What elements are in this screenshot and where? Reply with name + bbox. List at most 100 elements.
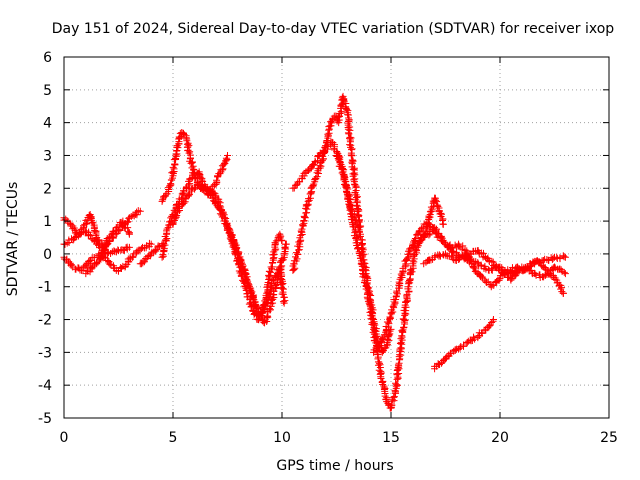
data-marker: [248, 292, 256, 300]
data-marker: [413, 247, 421, 255]
data-marker: [351, 189, 359, 197]
data-marker: [167, 180, 175, 188]
data-marker: [163, 225, 171, 233]
data-marker: [392, 379, 400, 387]
data-marker: [340, 176, 348, 184]
data-marker: [93, 259, 101, 267]
data-marker: [123, 245, 131, 253]
data-marker: [356, 232, 364, 240]
data-marker: [91, 226, 99, 234]
data-marker: [489, 317, 497, 325]
plot-frame: [63, 56, 610, 419]
data-marker: [124, 218, 132, 226]
data-marker: [216, 170, 224, 178]
data-marker: [297, 231, 305, 239]
data-marker: [393, 381, 401, 389]
data-marker: [302, 201, 310, 209]
data-marker: [341, 175, 349, 183]
data-marker: [488, 318, 496, 326]
data-marker: [281, 244, 289, 252]
data-marker: [345, 130, 353, 138]
y-tick-label: 1: [43, 214, 52, 230]
data-marker: [425, 231, 433, 239]
data-marker: [560, 253, 568, 261]
data-marker: [215, 195, 223, 203]
data-marker: [382, 396, 390, 404]
data-marker: [447, 244, 455, 252]
data-marker: [179, 129, 187, 137]
data-marker: [350, 223, 358, 231]
data-marker: [174, 208, 182, 216]
data-marker: [439, 238, 447, 246]
data-marker: [245, 281, 253, 289]
data-marker: [374, 342, 382, 350]
data-marker: [484, 254, 492, 262]
data-marker: [87, 231, 95, 239]
data-marker: [343, 106, 351, 114]
data-marker: [507, 275, 515, 283]
data-marker: [381, 392, 389, 400]
y-tick-label: -1: [38, 280, 52, 296]
data-marker: [361, 278, 369, 286]
data-marker: [268, 265, 276, 273]
data-marker: [379, 335, 387, 343]
data-marker: [366, 302, 374, 310]
data-marker: [348, 145, 356, 153]
data-marker: [223, 155, 231, 163]
data-marker: [296, 243, 304, 251]
x-tick-label: 10: [273, 430, 291, 446]
data-marker: [405, 276, 413, 284]
data-marker: [425, 212, 433, 220]
data-marker: [233, 244, 241, 252]
data-marker: [104, 239, 112, 247]
data-marker: [145, 239, 153, 247]
y-tick-label: -2: [38, 313, 52, 329]
data-marker: [244, 278, 252, 286]
data-marker: [495, 276, 503, 284]
data-marker: [213, 176, 221, 184]
data-marker: [279, 298, 287, 306]
data-marker: [310, 180, 318, 188]
data-marker: [390, 393, 398, 401]
data-marker: [198, 176, 206, 184]
data-marker: [354, 245, 362, 253]
y-tick-label: -5: [38, 411, 52, 427]
data-marker: [395, 278, 403, 286]
data-marker: [452, 248, 460, 256]
data-marker: [236, 255, 244, 263]
data-marker: [272, 237, 280, 245]
data-marker: [367, 315, 375, 323]
data-marker: [264, 294, 272, 302]
data-marker: [186, 148, 194, 156]
data-marker: [402, 298, 410, 306]
data-marker: [346, 134, 354, 142]
data-marker: [459, 242, 467, 250]
data-marker: [560, 268, 568, 276]
data-marker: [266, 305, 274, 313]
data-marker: [110, 264, 118, 272]
data-marker: [364, 297, 372, 305]
data-marker: [458, 245, 466, 253]
data-marker: [97, 255, 105, 263]
data-marker: [531, 270, 539, 278]
y-tick-label: -4: [38, 378, 52, 394]
data-marker: [186, 154, 194, 162]
data-marker: [69, 236, 77, 244]
data-marker: [348, 152, 356, 160]
y-tick-label: 4: [43, 116, 52, 132]
data-marker: [267, 300, 275, 308]
data-marker: [170, 165, 178, 173]
data-marker: [316, 149, 324, 157]
data-marker: [488, 257, 496, 265]
data-marker: [231, 244, 239, 252]
data-marker: [515, 265, 523, 273]
data-marker: [67, 261, 75, 269]
data-marker: [188, 158, 196, 166]
data-marker: [451, 346, 459, 354]
data-marker: [495, 264, 503, 272]
data-marker: [324, 130, 332, 138]
data-marker: [490, 281, 498, 289]
data-marker: [397, 335, 405, 343]
data-marker: [338, 165, 346, 173]
data-marker: [140, 256, 148, 264]
